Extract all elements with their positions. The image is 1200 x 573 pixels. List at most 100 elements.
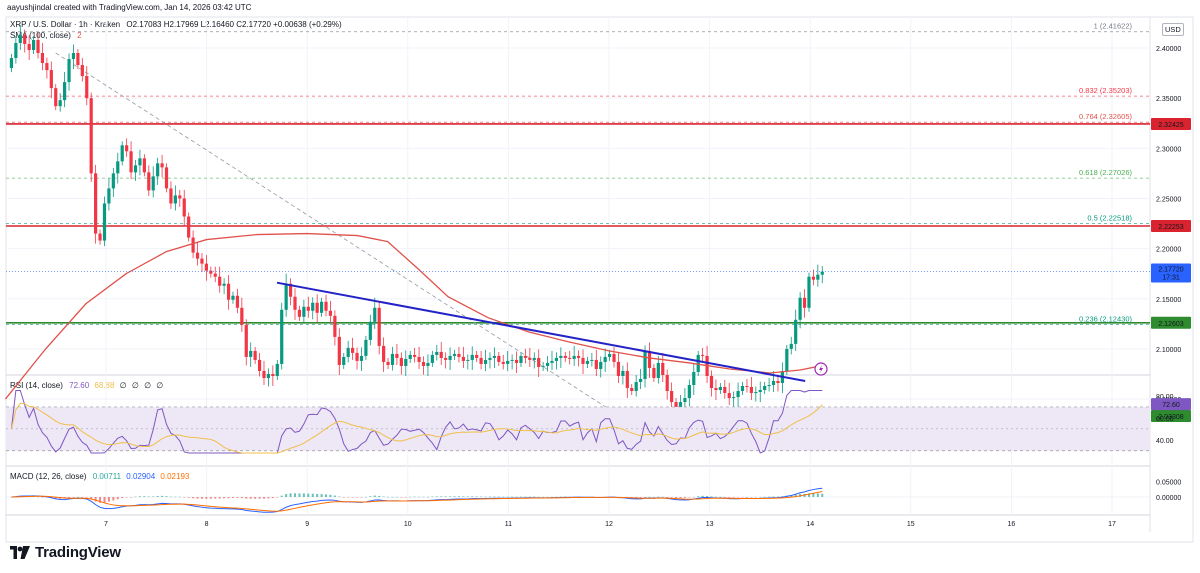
candle-body-down bbox=[23, 34, 27, 44]
candle-body-up bbox=[794, 319, 798, 344]
macd-histogram-bar bbox=[183, 497, 186, 498]
candle-body-up bbox=[9, 58, 14, 69]
macd-histogram-bar bbox=[161, 495, 164, 497]
macd-histogram-bar bbox=[533, 496, 536, 498]
macd-histogram-bar bbox=[519, 496, 522, 498]
candle-body-down bbox=[714, 388, 718, 391]
macd-histogram-bar bbox=[413, 496, 416, 498]
macd-histogram-bar bbox=[231, 497, 234, 498]
candle-body-down bbox=[616, 361, 621, 376]
macd-legend-label: MACD (12, 26, close) bbox=[10, 472, 87, 481]
rsi-legend[interactable]: RSI (14, close) 72.60 68.88 ∅ ∅ ∅ ∅ bbox=[10, 381, 163, 390]
candle-body-down bbox=[377, 307, 381, 346]
candle-body-down bbox=[333, 315, 337, 337]
candle-body-up bbox=[820, 271, 824, 275]
macd-histogram-bar bbox=[426, 496, 429, 498]
tradingview-logo-icon bbox=[10, 546, 30, 559]
macd-histogram-bar bbox=[484, 496, 487, 498]
macd-histogram-bar bbox=[85, 497, 88, 498]
macd-histogram-bar bbox=[400, 497, 403, 498]
macd-histogram-bar bbox=[661, 496, 664, 498]
macd-histogram-bar bbox=[280, 495, 283, 497]
macd-histogram-bar bbox=[719, 496, 722, 498]
rsi-legend-value: 72.60 bbox=[69, 381, 90, 390]
candle-body-down bbox=[36, 39, 40, 54]
support-level-label: 2.12603 bbox=[1158, 321, 1183, 328]
price-pane[interactable]: 1 (2.41622) 0.832 (2.35203) 0.764 (2.32605… bbox=[4, 17, 1150, 515]
candle-body-down bbox=[727, 393, 731, 399]
macd-histogram-bar bbox=[763, 496, 766, 498]
macd-histogram-bar bbox=[205, 497, 208, 499]
candle-body-up bbox=[554, 357, 559, 361]
candle-body-up bbox=[785, 348, 789, 371]
candle-body-down bbox=[80, 65, 84, 77]
macd-legend[interactable]: MACD (12, 26, close) 0.00711 0.02904 0.0… bbox=[10, 472, 189, 481]
macd-histogram-bar bbox=[342, 497, 345, 498]
candle-countdown: 17:31 bbox=[1162, 274, 1180, 281]
candle-body-down bbox=[218, 276, 222, 286]
fib-level-label: 0.236 (2.12430) bbox=[1079, 315, 1132, 324]
macd-histogram-bar bbox=[54, 497, 57, 499]
candle-body-up bbox=[63, 82, 67, 101]
macd-histogram-bar bbox=[94, 497, 97, 502]
candle-body-up bbox=[519, 355, 523, 363]
macd-histogram-bar bbox=[147, 496, 150, 498]
time-axis-tick: 9 bbox=[305, 521, 309, 528]
candle-body-down bbox=[125, 145, 129, 152]
macd-histogram-bar bbox=[683, 497, 686, 498]
macd-histogram-bar bbox=[325, 494, 328, 497]
macd-histogram-bar bbox=[648, 496, 651, 498]
symbol-name[interactable]: XRP / U.S. Dollar · 1h · Kraken bbox=[10, 20, 121, 29]
candle-body-down bbox=[195, 252, 200, 259]
candle-body-up bbox=[359, 355, 364, 361]
macd-histogram-bar bbox=[714, 496, 717, 498]
fib-level-label: 0.618 (2.27026) bbox=[1079, 168, 1132, 177]
candle-body-down bbox=[594, 359, 598, 369]
candle-body-up bbox=[545, 362, 550, 366]
macd-histogram-bar bbox=[488, 496, 491, 498]
candle-body-down bbox=[382, 345, 386, 362]
candle-body-down bbox=[652, 367, 656, 378]
candle-body-up bbox=[67, 59, 71, 83]
tradingview-logo[interactable]: TradingView bbox=[10, 544, 121, 561]
candle-body-down bbox=[523, 355, 528, 358]
macd-line bbox=[11, 487, 823, 513]
macd-histogram-bar bbox=[497, 496, 500, 498]
macd-axis-tick: 0.05000 bbox=[1156, 479, 1181, 486]
rsi-pane[interactable] bbox=[6, 390, 1150, 454]
price-axis[interactable]: 2.32425 2.22253 2.12603 2.03308 2.40000 2.350… bbox=[1151, 46, 1191, 502]
macd-histogram-bar bbox=[333, 495, 336, 497]
candle-body-up bbox=[718, 387, 722, 391]
macd-histogram-bar bbox=[90, 497, 93, 500]
currency-label: USD bbox=[1162, 23, 1184, 36]
macd-histogram-bar bbox=[737, 497, 740, 498]
macd-histogram-bar bbox=[338, 496, 341, 498]
macd-histogram-bar bbox=[258, 497, 261, 499]
macd-histogram-bar bbox=[81, 497, 84, 498]
candle-body-down bbox=[417, 356, 421, 362]
candle-body-up bbox=[599, 361, 603, 369]
fib-level-label: 0.832 (2.35203) bbox=[1079, 86, 1132, 95]
flash-icon[interactable] bbox=[814, 362, 828, 376]
candle-body-down bbox=[297, 309, 302, 317]
time-axis[interactable]: 7 8 9 10 11 12 13 14 15 16 17 bbox=[104, 521, 1116, 528]
sma-legend[interactable]: SMA (100, close) 2 bbox=[10, 31, 82, 40]
macd-histogram-bar bbox=[537, 496, 540, 498]
candle-body-down bbox=[630, 388, 634, 392]
macd-pane[interactable] bbox=[6, 487, 1150, 513]
candle-body-up bbox=[732, 397, 736, 399]
candle-body-up bbox=[771, 380, 776, 386]
time-axis-tick: 10 bbox=[404, 521, 412, 528]
candle-body-down bbox=[709, 375, 714, 389]
candle-body-up bbox=[151, 176, 155, 191]
credit-text: aayushjindal created with TradingView.co… bbox=[7, 3, 252, 12]
candle-body-down bbox=[262, 370, 266, 378]
macd-histogram-bar bbox=[453, 496, 456, 497]
resistance-level-badge bbox=[1151, 220, 1191, 233]
macd-histogram-bar bbox=[471, 496, 474, 497]
macd-histogram-bar bbox=[701, 495, 704, 497]
macd-histogram-bar bbox=[550, 496, 553, 498]
macd-histogram-bar bbox=[475, 496, 478, 497]
macd-histogram-bar bbox=[294, 493, 297, 497]
